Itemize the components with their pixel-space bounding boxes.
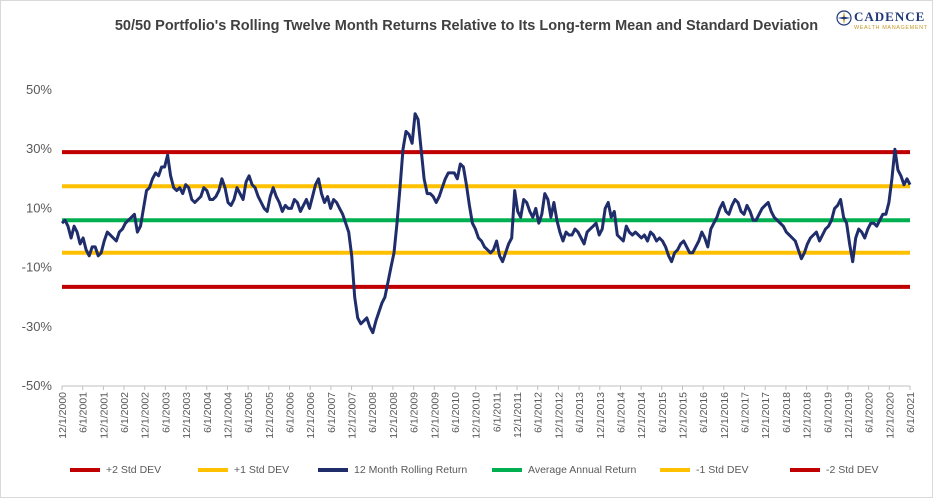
- y-tick-label: 10%: [26, 200, 52, 215]
- legend-label: 12 Month Rolling Return: [354, 464, 468, 476]
- legend-item-plus1: +1 Std DEV: [198, 462, 289, 478]
- legend-item-plus2: +2 Std DEV: [70, 462, 161, 478]
- x-tick-label: 12/1/2015: [677, 392, 689, 439]
- y-tick-label: -30%: [22, 319, 53, 334]
- legend-label: +2 Std DEV: [106, 464, 162, 476]
- legend-swatch: [318, 468, 348, 472]
- compass-icon: [836, 10, 852, 26]
- x-tick-label: 6/1/2003: [160, 392, 172, 433]
- x-tick-label: 6/1/2008: [367, 392, 379, 433]
- legend-swatch: [70, 468, 100, 472]
- x-tick-label: 12/1/2020: [884, 392, 896, 439]
- x-tick-label: 6/1/2014: [615, 392, 627, 433]
- x-tick-label: 6/1/2019: [822, 392, 834, 433]
- x-tick-label: 6/1/2011: [491, 392, 503, 432]
- x-tick-label: 6/1/2002: [119, 392, 131, 433]
- legend-label: -2 Std DEV: [826, 464, 879, 476]
- x-tick-label: 6/1/2005: [243, 392, 255, 433]
- legend-label: Average Annual Return: [528, 464, 637, 476]
- chart-legend: +2 Std DEV +1 Std DEV 12 Month Rolling Ret…: [0, 462, 933, 478]
- x-tick-label: 12/1/2001: [98, 392, 110, 439]
- y-tick-label: 50%: [26, 82, 52, 97]
- line-chart: 50% 30% 10% -10% -30% -50% 12/1/2000 6/1/2001 12…: [22, 82, 917, 439]
- x-tick-label: 6/1/2013: [574, 392, 586, 433]
- x-tick-label: 12/1/2004: [222, 392, 234, 439]
- x-tick-label: 12/1/2008: [388, 392, 400, 439]
- x-tick-label: 6/1/2017: [740, 392, 752, 433]
- x-tick-label: 12/1/2007: [347, 392, 359, 439]
- x-tick-label: 6/1/2007: [326, 392, 338, 433]
- x-tick-label: 12/1/2017: [760, 392, 772, 439]
- x-tick-label: 12/1/2000: [57, 392, 69, 439]
- x-tick-label: 6/1/2015: [657, 392, 669, 433]
- x-tick-label: 12/1/2016: [719, 392, 731, 439]
- x-tick-label: 6/1/2004: [202, 392, 214, 433]
- x-tick-label: 12/1/2014: [636, 392, 648, 439]
- x-tick-label: 6/1/2020: [864, 392, 876, 433]
- x-tick-label: 6/1/2016: [698, 392, 710, 433]
- x-tick-label: 6/1/2012: [533, 392, 545, 433]
- x-tick-label: 12/1/2002: [140, 392, 152, 439]
- y-tick-label: -50%: [22, 378, 53, 393]
- x-tick-label: 12/1/2019: [843, 392, 855, 439]
- x-tick-label: 12/1/2003: [181, 392, 193, 439]
- x-tick-label: 12/1/2010: [471, 392, 483, 439]
- x-tick-label: 12/1/2012: [553, 392, 565, 439]
- legend-swatch: [492, 468, 522, 472]
- x-tick-label: 6/1/2018: [781, 392, 793, 433]
- y-tick-label: 30%: [26, 141, 52, 156]
- logo-subtitle: WEALTH MANAGEMENT: [854, 25, 928, 31]
- legend-swatch: [198, 468, 228, 472]
- legend-item-rolling: 12 Month Rolling Return: [318, 462, 467, 478]
- x-tick-label: 6/1/2001: [78, 392, 90, 433]
- legend-item-minus1: -1 Std DEV: [660, 462, 749, 478]
- company-logo: CADENCE WEALTH MANAGEMENT: [835, 6, 931, 40]
- series-line-rolling-return: [60, 112, 912, 335]
- x-tick-label: 6/1/2021: [905, 392, 917, 433]
- legend-label: +1 Std DEV: [234, 464, 290, 476]
- x-tick-label: 6/1/2010: [450, 392, 462, 433]
- legend-swatch: [660, 468, 690, 472]
- chart-title: 50/50 Portfolio's Rolling Twelve Month R…: [114, 18, 819, 34]
- x-tick-label: 6/1/2006: [285, 392, 297, 433]
- legend-label: -1 Std DEV: [696, 464, 749, 476]
- x-tick-label: 12/1/2013: [595, 392, 607, 439]
- y-tick-label: -10%: [22, 260, 53, 275]
- x-tick-label: 12/1/2018: [802, 392, 814, 439]
- legend-swatch: [790, 468, 820, 472]
- x-tick-label: 6/1/2009: [409, 392, 421, 433]
- x-tick-label: 12/1/2006: [305, 392, 317, 439]
- x-tick-label: 12/1/2009: [429, 392, 441, 439]
- logo-name: CADENCE: [854, 9, 926, 24]
- legend-item-minus2: -2 Std DEV: [790, 462, 879, 478]
- x-tick-label: 12/1/2011: [512, 392, 524, 438]
- legend-item-avg: Average Annual Return: [492, 462, 636, 478]
- x-tick-label: 12/1/2005: [264, 392, 276, 439]
